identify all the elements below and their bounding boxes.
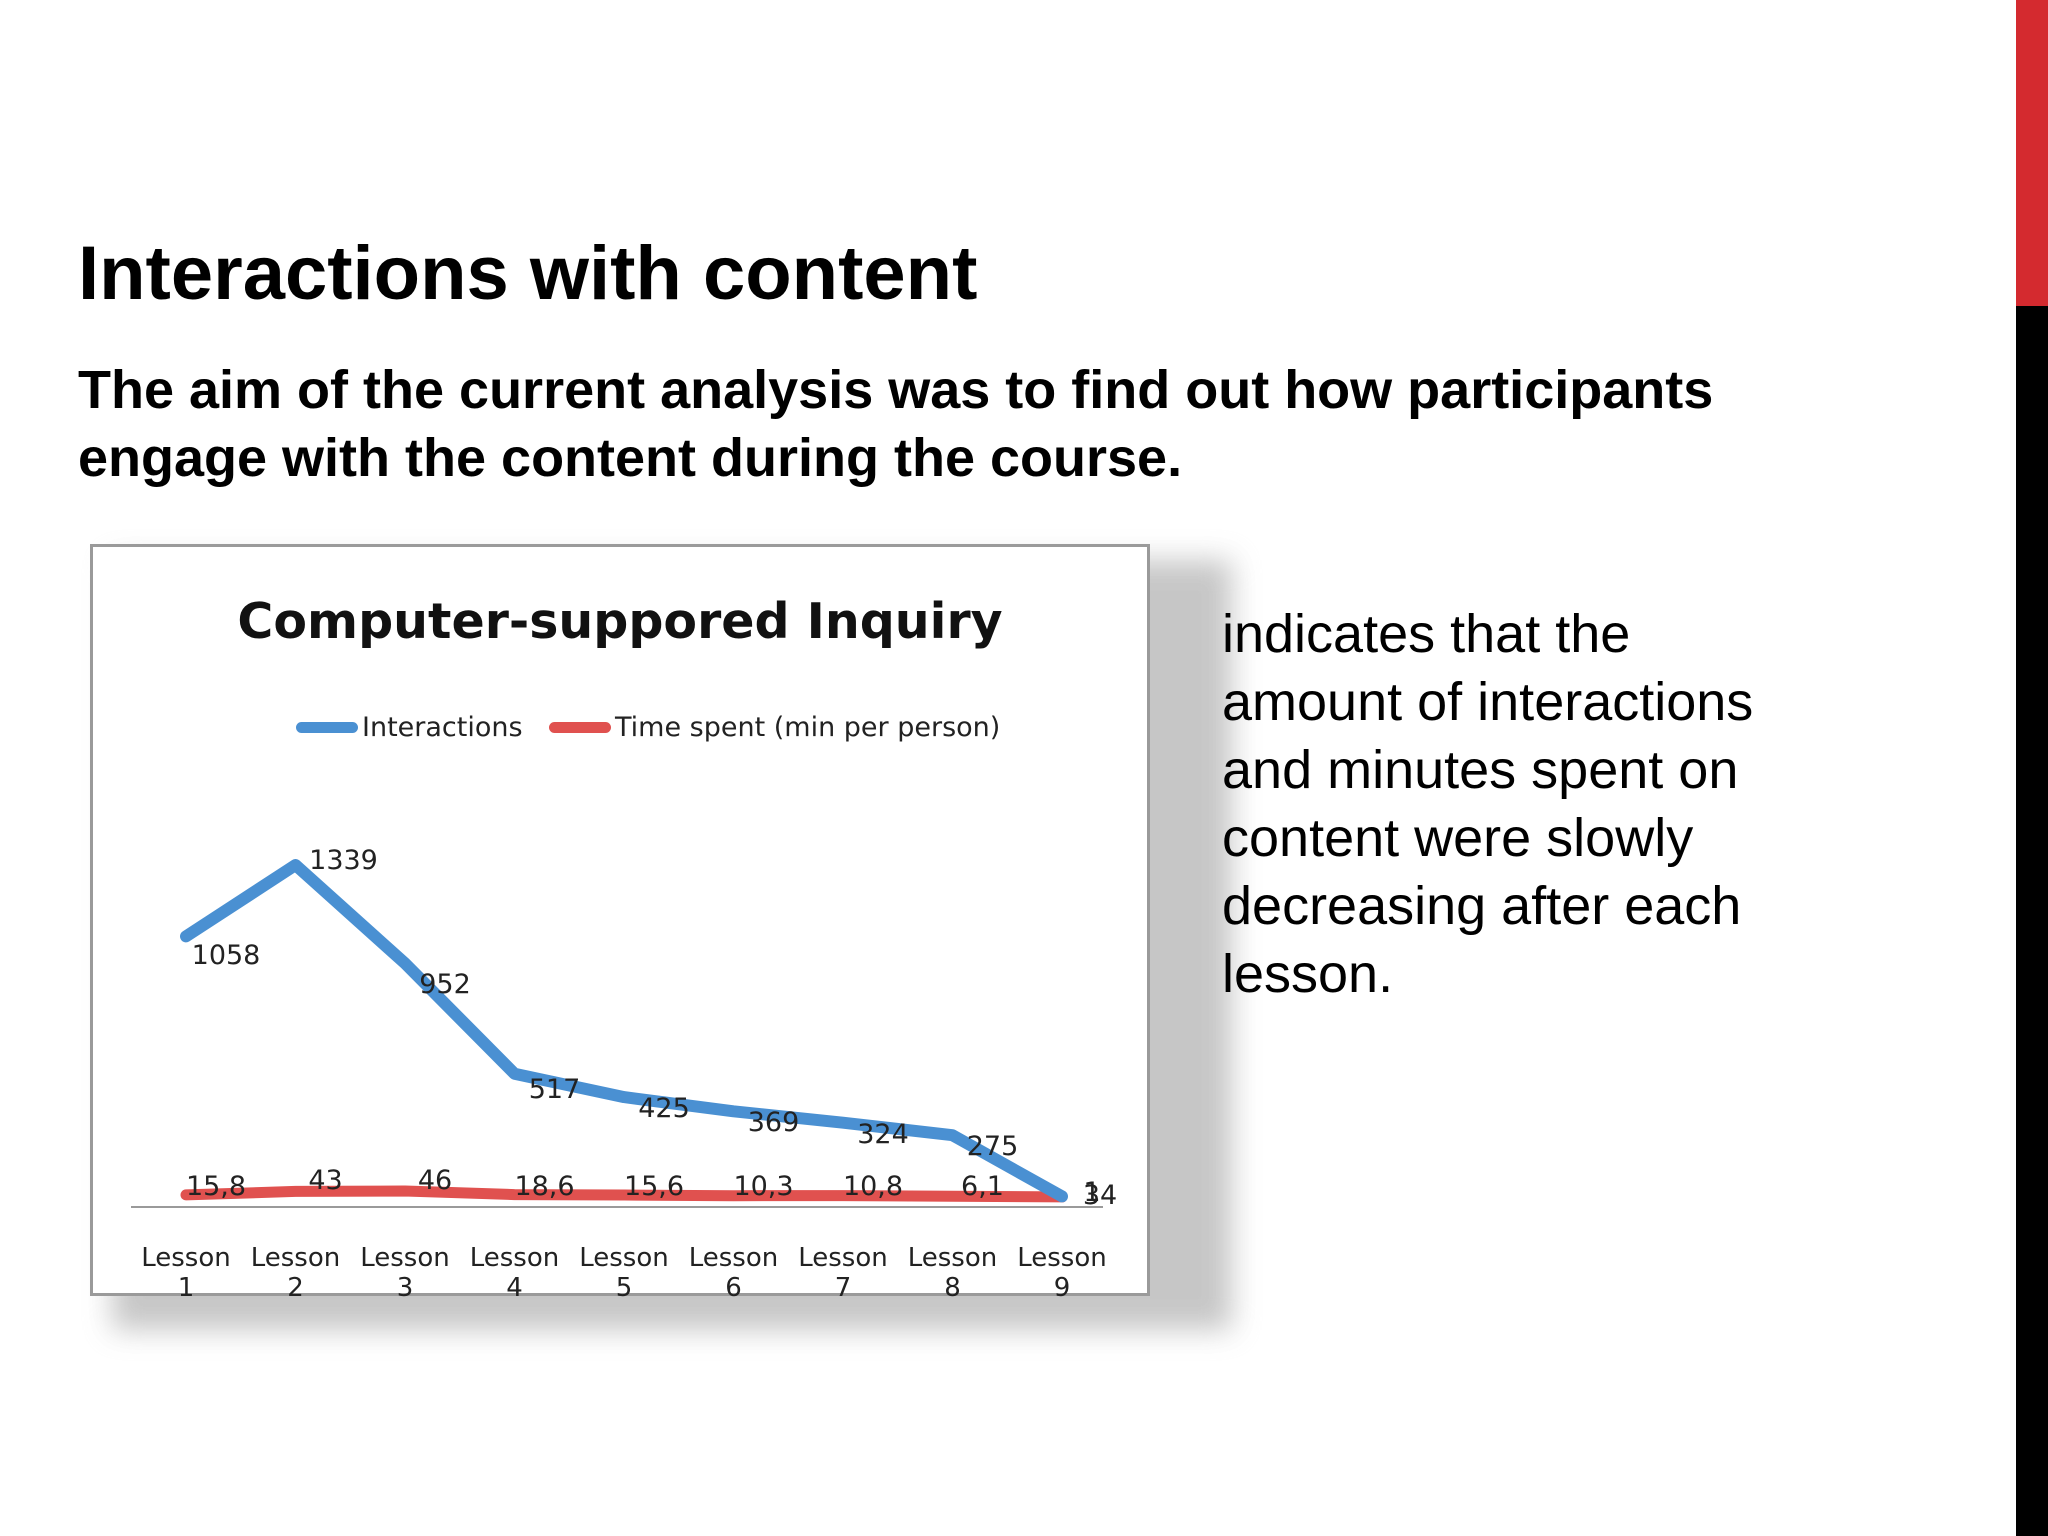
x-axis-category-label: Lesson 5 [579, 1243, 669, 1303]
x-axis-category-label: Lesson 1 [141, 1243, 231, 1303]
data-label-interactions: 1339 [309, 845, 378, 876]
x-axis-category-label: Lesson 7 [798, 1243, 888, 1303]
legend-swatch-interactions [296, 721, 358, 733]
legend-item-time-spent: Time spent (min per person) [549, 707, 1000, 747]
x-axis-category-label: Lesson 4 [469, 1243, 560, 1303]
series-line-time-spent [180, 1185, 1068, 1203]
data-label-time-spent: 15,6 [623, 1171, 685, 1202]
data-label-interactions: 34 [1082, 1180, 1118, 1212]
chart-plot-area [131, 859, 1103, 1208]
accent-bar [2016, 0, 2048, 1536]
data-label-interactions: 369 [747, 1107, 800, 1139]
data-label-time-spent: 18,6 [514, 1171, 575, 1202]
legend-label-time-spent: Time spent (min per person) [615, 711, 1001, 743]
x-axis-category-label: Lesson 9 [1017, 1243, 1107, 1303]
data-label-interactions: 275 [966, 1131, 1019, 1163]
legend-swatch-time-spent [549, 721, 611, 733]
accent-bar-black [2016, 306, 2048, 1536]
data-label-time-spent: 10,3 [733, 1171, 794, 1202]
data-label-time-spent: 1 [1083, 1177, 1101, 1208]
data-label-time-spent: 43 [308, 1165, 343, 1196]
x-axis-category-label: Lesson 3 [360, 1243, 450, 1303]
data-label-interactions: 324 [857, 1118, 909, 1150]
x-axis-category-label: Lesson 6 [688, 1243, 779, 1303]
slide-subtitle: The aim of the current analysis was to f… [78, 360, 1714, 488]
data-label-interactions: 425 [638, 1093, 690, 1125]
legend-label-interactions: Interactions [362, 711, 523, 743]
line-chart: Computer-suppored Inquiry Interactions T… [90, 544, 1150, 1303]
data-label-interactions: 1058 [191, 940, 261, 972]
series-line-interactions [180, 859, 1068, 1203]
chart-title: Computer-suppored Inquiry [237, 593, 1003, 650]
data-label-time-spent: 10,8 [842, 1171, 904, 1202]
chart-legend: Interactions Time spent (min per person) [93, 707, 1147, 747]
data-label-time-spent: 6,1 [961, 1171, 1004, 1202]
accent-bar-red [2016, 0, 2048, 306]
data-label-interactions: 517 [528, 1073, 581, 1105]
data-label-interactions: 952 [419, 969, 471, 1001]
x-axis-category-label: Lesson 2 [250, 1243, 341, 1303]
data-label-time-spent: 15,8 [185, 1171, 247, 1202]
data-label-time-spent: 46 [417, 1165, 453, 1196]
x-axis-category-label: Lesson 8 [907, 1243, 998, 1303]
legend-item-interactions: Interactions [296, 707, 523, 747]
side-text: indicates that the amount of interaction… [1222, 604, 1754, 1004]
slide-title: Interactions with content [78, 231, 978, 316]
